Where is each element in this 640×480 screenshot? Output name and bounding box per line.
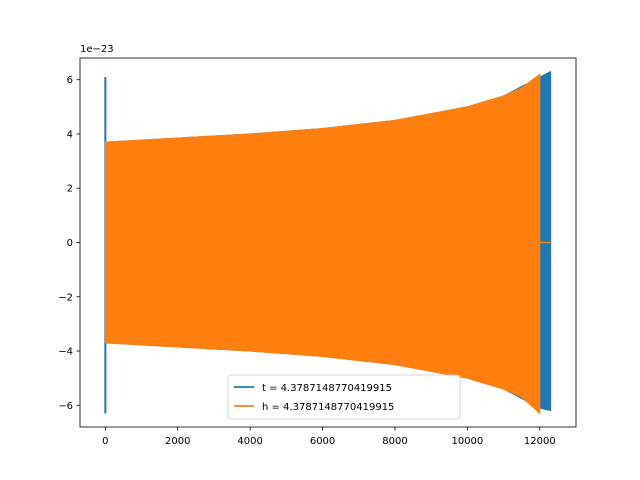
series-group: [104, 70, 552, 415]
series-h-envelope: [104, 73, 541, 415]
x-tick-label: 10000: [451, 436, 483, 447]
x-tick-label: 4000: [237, 436, 262, 447]
legend-box: [227, 374, 461, 420]
legend-label: h = 4.3787148770419915: [262, 402, 394, 413]
y-tick-label: 0: [67, 238, 73, 249]
x-tick-label: 12000: [524, 436, 556, 447]
x-tick-label: 6000: [310, 436, 335, 447]
legend: t = 4.3787148770419915 h = 4.378714877041…: [227, 374, 461, 420]
legend-label: t = 4.3787148770419915: [262, 383, 392, 394]
x-tick-label: 2000: [165, 436, 190, 447]
x-tick-label: 8000: [382, 436, 407, 447]
y-tick-label: 4: [67, 129, 73, 140]
axes: 0 2000 4000 6000 8000 10000 12000 −6 −4 −2 0 2 4 6: [58, 57, 577, 447]
y-offset-label: 1e−23: [80, 44, 114, 55]
y-tick-label: −6: [58, 401, 73, 412]
y-tick-label: −4: [58, 347, 73, 358]
plot-area: [104, 70, 552, 415]
y-tick-label: 6: [67, 75, 73, 86]
y-tick-label: −2: [58, 292, 73, 303]
y-tick-label: 2: [67, 184, 73, 195]
x-tick-label: 0: [102, 436, 108, 447]
